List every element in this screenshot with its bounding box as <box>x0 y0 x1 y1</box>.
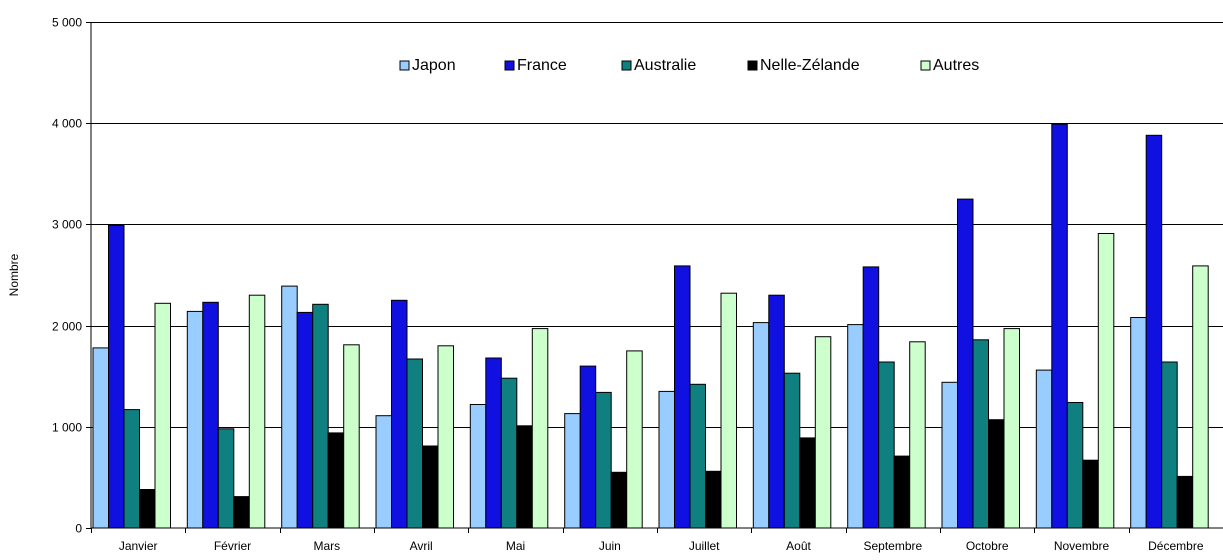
bar <box>610 471 628 529</box>
bar <box>1097 233 1115 529</box>
legend: Japon France Australie Nelle-Zélande Autres <box>399 57 979 74</box>
bar <box>406 358 423 529</box>
x-tick-label: Juin <box>599 539 621 553</box>
x-tick-label: Juillet <box>689 539 720 553</box>
x-tick-label: Janvier <box>119 539 158 553</box>
bar <box>658 390 675 529</box>
bar <box>1145 134 1163 529</box>
y-tick-label: 2 000 <box>52 320 82 334</box>
bar <box>957 198 974 529</box>
bars <box>92 123 1209 529</box>
bar <box>139 489 156 529</box>
legend-swatch <box>504 60 515 71</box>
bar <box>1082 459 1099 529</box>
bar <box>1051 123 1068 529</box>
axes <box>90 22 1223 529</box>
bar <box>972 339 989 529</box>
x-tick-labels: Janvier Février Mars Avril Mai Juin Juillet Aoû… <box>119 539 1204 553</box>
bar <box>154 302 171 529</box>
bar <box>768 294 785 529</box>
legend-swatch <box>621 60 632 71</box>
legend-label: Australie <box>634 57 696 74</box>
legend-label: Autres <box>933 57 979 74</box>
bar <box>720 292 737 529</box>
bar <box>312 303 329 529</box>
bar <box>202 301 219 529</box>
bar <box>485 357 502 529</box>
bar <box>814 336 832 529</box>
legend-label: Nelle-Zélande <box>760 57 860 74</box>
bar <box>564 413 581 529</box>
bar <box>626 350 643 529</box>
x-tick-label: Septembre <box>863 539 922 553</box>
bar <box>988 419 1005 529</box>
bar <box>674 265 691 529</box>
bar <box>783 372 801 529</box>
bar <box>469 404 487 529</box>
bar <box>799 437 816 529</box>
legend-label: Japon <box>412 57 456 74</box>
bar <box>1003 328 1020 529</box>
bar <box>1176 475 1194 529</box>
bar <box>108 224 125 529</box>
bar <box>893 455 911 529</box>
bar <box>123 409 140 529</box>
bar <box>186 310 204 529</box>
x-tick-label: Août <box>786 539 811 553</box>
bar <box>1035 369 1053 529</box>
legend-label: France <box>517 57 567 74</box>
y-tick-label: 0 <box>75 522 82 536</box>
bar <box>391 299 408 529</box>
bar <box>531 328 549 529</box>
y-tick-label: 5 000 <box>52 16 82 30</box>
bar <box>862 266 880 529</box>
bar <box>327 432 345 529</box>
x-tick-label: Avril <box>410 539 433 553</box>
legend-swatch <box>920 60 931 71</box>
x-tick-label: Mai <box>506 539 525 553</box>
bar <box>500 377 518 529</box>
y-tick-labels: 0 1 000 2 000 3 000 4 000 5 000 <box>52 16 82 536</box>
x-tick-label: Février <box>214 539 251 553</box>
y-tick-label: 1 000 <box>52 421 82 435</box>
bar <box>296 311 314 529</box>
bar <box>281 285 298 529</box>
bar <box>579 365 597 529</box>
bar <box>233 496 250 529</box>
bar <box>878 361 895 529</box>
legend-swatch <box>399 60 410 71</box>
bar <box>705 470 722 529</box>
y-axis-label: Nombre <box>7 253 21 296</box>
x-tick-label: Octobre <box>966 539 1009 553</box>
bar <box>1161 361 1178 529</box>
bar <box>752 322 770 529</box>
x-tick-label: Novembre <box>1054 539 1110 553</box>
bar <box>516 425 533 529</box>
bar <box>217 428 235 529</box>
bar <box>248 294 266 529</box>
x-tick-label: Décembre <box>1148 539 1204 553</box>
bar <box>92 347 109 529</box>
bar <box>941 381 958 529</box>
legend-swatch <box>747 60 758 71</box>
y-tick-label: 4 000 <box>52 117 82 131</box>
bar <box>375 415 392 529</box>
bar <box>595 391 612 529</box>
bar <box>847 324 864 529</box>
bar <box>437 345 454 529</box>
bar <box>1192 265 1209 529</box>
bar <box>1130 317 1147 529</box>
gridlines <box>86 22 1223 533</box>
bar <box>422 445 439 529</box>
y-tick-label: 3 000 <box>52 218 82 232</box>
bar <box>909 341 926 529</box>
bar <box>1066 402 1084 529</box>
x-tick-label: Mars <box>313 539 340 553</box>
bar <box>343 344 360 529</box>
bar <box>689 383 706 529</box>
